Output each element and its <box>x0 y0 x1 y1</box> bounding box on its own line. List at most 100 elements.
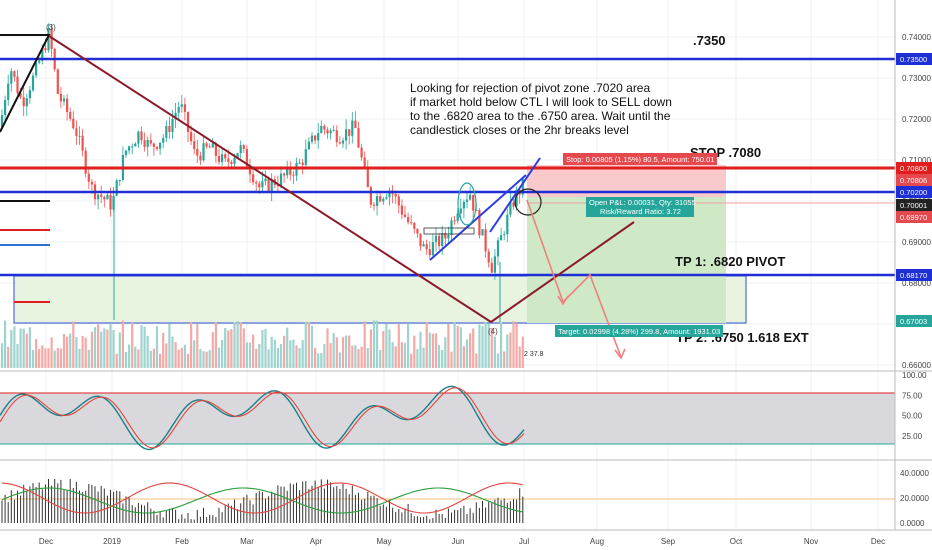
candle-body <box>434 235 438 243</box>
volume-bar <box>155 326 159 368</box>
volume-bar <box>270 336 273 368</box>
volume-bar <box>131 322 134 368</box>
circle-marker-1 <box>457 182 477 226</box>
candle-body <box>230 161 233 164</box>
volume-bar <box>115 353 118 368</box>
candle-body <box>403 214 407 218</box>
time-tick-label: 2019 <box>103 537 121 546</box>
candle-body <box>66 98 69 113</box>
price-tag-label: 0.69970 <box>900 213 927 222</box>
volume-bar <box>118 332 121 368</box>
volume-bar <box>53 350 56 368</box>
candle-body <box>106 194 109 200</box>
time-tick-label: Mar <box>240 537 254 546</box>
candle-body <box>13 71 16 77</box>
volume-bar <box>459 327 462 368</box>
candle-body <box>301 162 304 165</box>
time-tick-label: Dec <box>39 537 53 546</box>
candle-body <box>224 154 227 159</box>
candle-body <box>143 140 146 147</box>
candle-body <box>41 48 44 61</box>
volume-bar <box>518 346 521 368</box>
volume-bar <box>149 350 152 368</box>
candle-body <box>255 182 258 184</box>
wedge-line-upper <box>489 157 541 233</box>
candle-body <box>279 173 283 186</box>
volume-bar <box>211 332 214 368</box>
volume-bar <box>428 332 431 368</box>
volume-bar <box>329 343 332 368</box>
volume-bar <box>323 344 326 368</box>
volume-bar <box>438 345 441 368</box>
analysis-note-line: if market hold below CTL I will look to … <box>410 95 672 109</box>
volume-bar <box>258 343 261 368</box>
volume-bar <box>298 348 301 368</box>
projection-arrow-2 <box>614 348 626 360</box>
stoch-axis: 100.00 75.00 50.00 25.00 <box>902 371 927 441</box>
target-zone <box>527 197 726 323</box>
candle-body <box>500 235 503 241</box>
wedge-line-lower <box>429 174 527 261</box>
time-axis[interactable]: Dec 2019 Feb Mar Apr May Jun Jul Aug Sep Oct Nov Dec <box>39 537 885 546</box>
candle-body <box>487 251 490 263</box>
volume-bar <box>363 321 366 368</box>
volume-bar <box>140 325 143 368</box>
osc-axis: 40.0000 20.0000 0.0000 <box>900 469 929 528</box>
price-tag-bg <box>896 315 932 327</box>
candle-body <box>115 180 118 196</box>
candle-body <box>214 143 217 156</box>
candle-body <box>465 199 469 202</box>
volume-bar <box>196 324 199 368</box>
candle-body <box>165 125 168 138</box>
volume-bar <box>345 335 348 368</box>
price-tick-label: 0.69000 <box>902 238 931 247</box>
volume-bar <box>159 353 162 368</box>
candle-body <box>159 142 162 149</box>
circle-marker-2 <box>514 188 542 216</box>
volume-bar <box>273 339 276 368</box>
volume-bar <box>124 352 128 368</box>
candle-body <box>335 130 338 143</box>
trendline-up <box>490 221 635 323</box>
volume-bar <box>16 343 19 368</box>
volume-bar <box>224 328 227 368</box>
candle-body <box>97 194 100 200</box>
volume-bar <box>279 344 283 368</box>
stop-label: Stop: 0.00805 (1.15%) 80.5, Amount: 750.… <box>566 155 714 164</box>
candle-body <box>456 213 459 221</box>
candle-body <box>469 194 472 200</box>
candle-body <box>239 145 242 154</box>
stop-label-bg <box>563 153 717 165</box>
candle-body <box>332 130 335 132</box>
volume-bar <box>62 333 66 368</box>
wave-label-3: (3) <box>46 23 56 32</box>
volume-bar <box>93 327 97 368</box>
volume-bar <box>168 323 171 368</box>
volume-bar <box>134 346 137 368</box>
volume-bar <box>481 326 484 368</box>
candle-body <box>196 148 199 156</box>
volume-value-label: 2 37.8 <box>524 351 544 358</box>
projection-arrow-1 <box>557 295 569 306</box>
candle-body <box>162 137 165 143</box>
price-tick-label: 0.66000 <box>902 361 931 370</box>
volume-bar <box>230 329 233 368</box>
volume-bar <box>385 323 388 368</box>
volume-bar <box>100 331 103 368</box>
volume-bar <box>59 348 62 368</box>
volume-bar <box>286 327 289 368</box>
candle-body <box>131 146 134 148</box>
candle-body <box>472 194 475 211</box>
candle-body <box>329 130 332 134</box>
candle-body <box>419 233 422 247</box>
candle-body <box>242 145 245 149</box>
volume-bar <box>388 329 391 368</box>
candle-body <box>314 135 317 141</box>
candle-body <box>211 143 214 148</box>
volume-bar <box>19 328 22 368</box>
candle-body <box>227 158 230 162</box>
volume-bar <box>13 326 16 368</box>
risk-reward-label: Risk/Reward Ratio: 3.72 <box>600 207 681 216</box>
price-tag-label: 0.70200 <box>900 188 927 197</box>
